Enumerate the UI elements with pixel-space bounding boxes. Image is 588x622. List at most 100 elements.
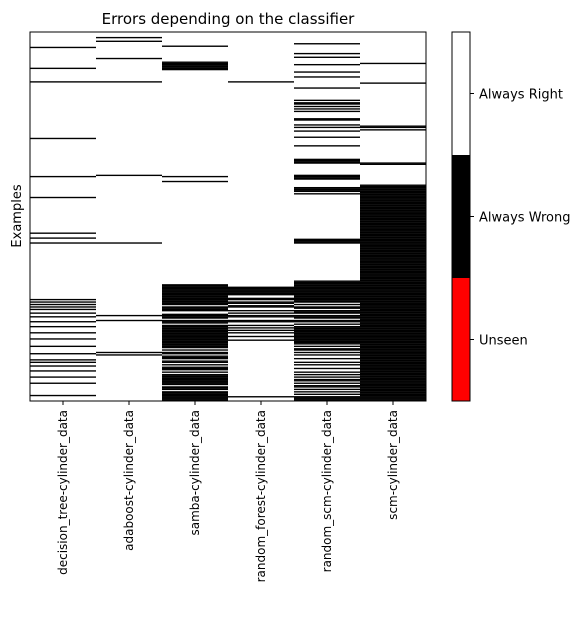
heatmap-cell: [228, 306, 294, 308]
heatmap-cell: [30, 308, 96, 311]
heatmap-cell: [360, 189, 426, 191]
heatmap-cell: [360, 394, 426, 397]
heatmap-cell: [162, 391, 228, 393]
heatmap-cell: [360, 221, 426, 223]
heatmap-cell: [360, 282, 426, 285]
heatmap-cell: [294, 108, 360, 110]
heatmap-cell: [96, 174, 162, 177]
heatmap-cell: [294, 354, 360, 356]
colorbar-label: Unseen: [479, 334, 528, 349]
heatmap-cell: [294, 382, 360, 384]
heatmap-cell: [360, 258, 426, 260]
heatmap-cell: [228, 292, 294, 295]
heatmap-cell: [294, 285, 360, 287]
heatmap-cell: [294, 340, 360, 343]
heatmap-cell: [162, 330, 228, 333]
heatmap-cell: [360, 281, 426, 284]
heatmap-cell: [162, 376, 228, 378]
heatmap-cell: [360, 398, 426, 400]
heatmap-cell: [162, 65, 228, 67]
heatmap-cell: [360, 249, 426, 252]
heatmap-cell: [360, 289, 426, 291]
heatmap-cell: [228, 305, 294, 307]
heatmap-cell: [162, 361, 228, 364]
heatmap-cell: [162, 371, 228, 373]
heatmap-cell: [30, 301, 96, 303]
heatmap-cell: [360, 237, 426, 239]
heatmap-cell: [360, 259, 426, 261]
heatmap-cell: [30, 137, 96, 140]
heatmap-cell: [360, 321, 426, 323]
heatmap-cell: [162, 319, 228, 322]
heatmap-cell: [294, 193, 360, 195]
heatmap-cell: [162, 303, 228, 306]
heatmap-cell: [294, 282, 360, 285]
heatmap-cell: [228, 298, 294, 301]
heatmap-cell: [30, 376, 96, 378]
heatmap-cell: [294, 190, 360, 193]
heatmap-cell: [360, 313, 426, 316]
heatmap-cell: [294, 292, 360, 295]
x-tick-label: random_forest-cylinder_data: [254, 410, 268, 582]
heatmap-cell: [162, 317, 228, 319]
heatmap-cell: [162, 381, 228, 383]
x-tick-group: decision_tree-cylinder_data adaboost-cyli…: [56, 401, 400, 582]
heatmap-cell: [162, 180, 228, 183]
heatmap-cell: [294, 284, 360, 286]
heatmap-cell: [162, 291, 228, 293]
heatmap-cell: [162, 284, 228, 286]
heatmap-cell: [360, 290, 426, 292]
heatmap-cell: [294, 241, 360, 243]
heatmap-cell: [162, 286, 228, 288]
heatmap-cell: [162, 398, 228, 400]
heatmap-cell: [228, 324, 294, 327]
heatmap-cell: [360, 340, 426, 343]
heatmap-cell: [360, 253, 426, 255]
heatmap-cell: [360, 297, 426, 300]
heatmap-cell: [30, 394, 96, 397]
heatmap-cell: [228, 327, 294, 329]
heatmap-cell: [294, 118, 360, 120]
heatmap-cell: [162, 351, 228, 354]
heatmap-cell: [360, 370, 426, 372]
heatmap-cell: [30, 232, 96, 234]
colorbar-segment: [452, 278, 470, 401]
heatmap-cell: [360, 317, 426, 319]
heatmap-cell: [360, 314, 426, 317]
heatmap-cell: [360, 346, 426, 349]
heatmap-cell: [294, 105, 360, 108]
heatmap-cell: [360, 295, 426, 297]
heatmap-cell: [162, 337, 228, 339]
heatmap-cell: [162, 287, 228, 290]
heatmap-cell: [162, 393, 228, 395]
colorbar-label: Always Wrong: [479, 211, 570, 226]
heatmap-cell: [294, 99, 360, 102]
heatmap-cell: [360, 319, 426, 322]
heatmap-cell: [360, 357, 426, 360]
heatmap-cell: [360, 233, 426, 236]
heatmap-cell: [360, 239, 426, 242]
heatmap-cell: [360, 266, 426, 269]
heatmap-cell: [162, 380, 228, 382]
heatmap-cell: [162, 339, 228, 341]
heatmap-cell: [228, 287, 294, 290]
y-axis-label: Examples: [10, 184, 25, 247]
heatmap-cell: [360, 217, 426, 220]
heatmap-cell: [360, 311, 426, 313]
heatmap-cell: [294, 281, 360, 284]
heatmap-cell: [360, 242, 426, 244]
heatmap-cell: [360, 387, 426, 389]
heatmap-cell: [294, 335, 360, 338]
heatmap-cell: [360, 260, 426, 263]
heatmap-cell: [360, 377, 426, 380]
heatmap-cell: [360, 393, 426, 395]
heatmap-cell: [360, 129, 426, 131]
heatmap-cell: [360, 333, 426, 335]
heatmap-cell: [360, 287, 426, 290]
heatmap-cell: [360, 200, 426, 202]
heatmap-cell: [360, 234, 426, 237]
heatmap-cell: [294, 177, 360, 179]
heatmap-cell: [294, 63, 360, 66]
heatmap-cell: [360, 308, 426, 311]
heatmap-cell: [162, 328, 228, 330]
